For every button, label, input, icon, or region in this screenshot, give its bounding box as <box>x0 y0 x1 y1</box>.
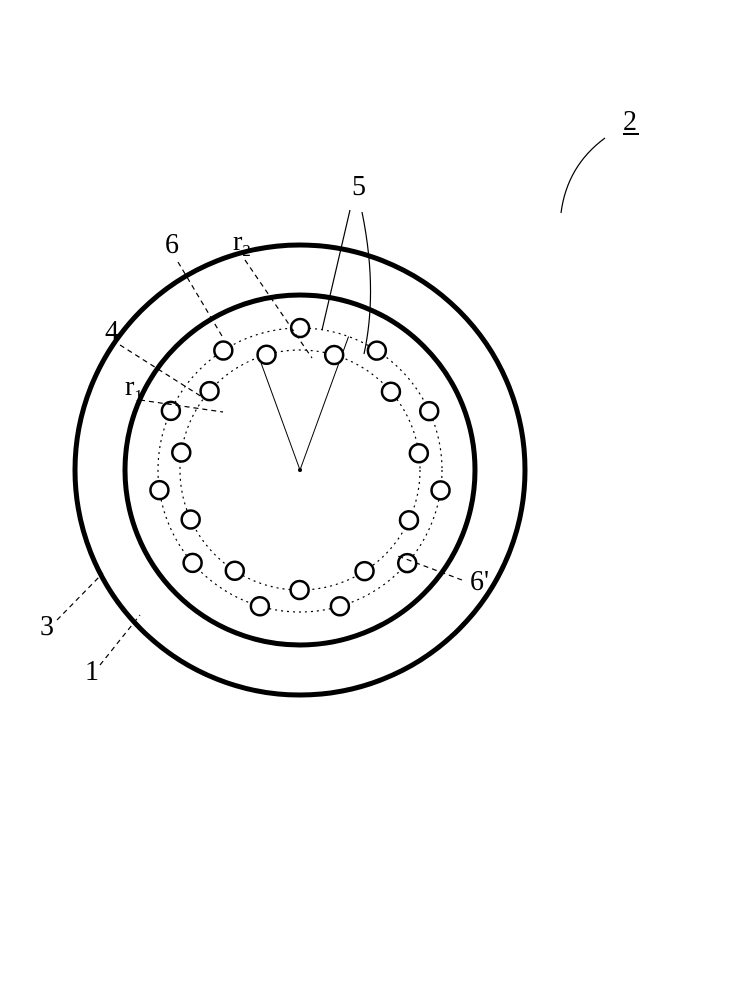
small-circle-outer <box>368 342 386 360</box>
lead-r1 <box>140 400 223 412</box>
small-circle-inner <box>182 511 200 529</box>
small-circle-outer <box>291 319 309 337</box>
label-r2: r2 <box>233 226 251 260</box>
radius-line-r1 <box>259 357 300 470</box>
small-circle-inner <box>325 346 343 364</box>
small-circle-outer <box>432 481 450 499</box>
small-circle-outer <box>184 554 202 572</box>
lead-3 <box>57 573 103 620</box>
lead-2 <box>561 138 605 213</box>
lead-5b <box>362 212 371 354</box>
small-circle-inner <box>410 444 428 462</box>
lead-5a <box>322 210 350 330</box>
small-circle-inner <box>382 383 400 401</box>
label-5: 5 <box>352 171 366 202</box>
label-6: 6 <box>165 229 179 260</box>
small-circle-outer <box>214 341 232 359</box>
small-circle-outer <box>420 402 438 420</box>
small-circle-inner <box>291 581 309 599</box>
label-3: 3 <box>40 611 54 642</box>
small-circle-outer <box>150 481 168 499</box>
label-4: 4 <box>105 316 119 347</box>
lead-r2 <box>245 260 312 358</box>
label-6p: 6' <box>470 566 489 597</box>
label-r1: r1 <box>125 371 143 405</box>
small-circle-inner <box>258 346 276 364</box>
label-2: 2 <box>623 106 637 137</box>
small-circle-outer <box>331 597 349 615</box>
small-circle-inner <box>201 382 219 400</box>
label-1: 1 <box>85 656 99 687</box>
small-circle-inner <box>226 562 244 580</box>
small-circle-inner <box>356 562 374 580</box>
technical-diagram: 1 2 3 4 5 6 6' r1 r2 <box>0 0 730 1000</box>
small-circle-inner <box>172 444 190 462</box>
lead-1 <box>100 615 140 665</box>
center-dot <box>298 468 302 472</box>
small-circle-outer <box>251 597 269 615</box>
small-circle-inner <box>400 511 418 529</box>
